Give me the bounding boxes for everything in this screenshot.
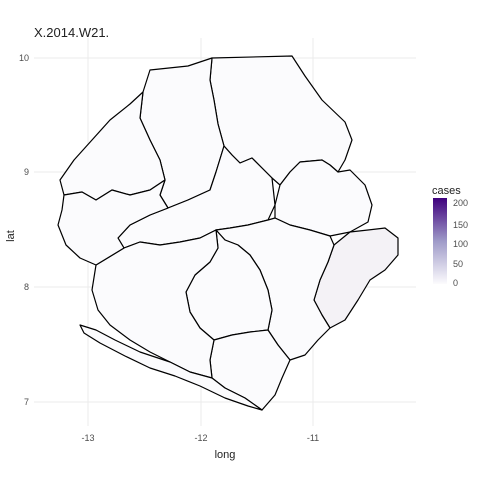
legend-tick-label: 50 [453, 259, 463, 269]
x-tick-label: -12 [194, 433, 207, 443]
x-tick-label: -11 [307, 433, 319, 443]
plot-title: X.2014.W21. [34, 25, 109, 40]
x-axis-label: long [215, 449, 236, 461]
y-axis-label: lat [5, 230, 17, 242]
legend: cases 200 150 100 50 0 [432, 185, 468, 288]
y-tick-label: 10 [19, 53, 29, 63]
legend-tick-label: 0 [453, 278, 458, 288]
district-west-coast [57, 179, 169, 266]
y-axis: 10 9 8 7 lat [5, 53, 29, 407]
y-tick-label: 7 [24, 397, 29, 407]
y-tick-label: 9 [24, 167, 29, 177]
legend-tick-label: 150 [453, 220, 468, 230]
legend-colorbar [433, 198, 447, 284]
y-tick-label: 8 [24, 282, 29, 292]
districts [57, 55, 399, 411]
x-tick-label: -13 [81, 433, 94, 443]
x-axis: -13 -12 -11 long [81, 433, 319, 461]
district-south-coast [91, 229, 219, 379]
legend-tick-label: 200 [453, 198, 468, 208]
coastal-strip [79, 324, 263, 411]
legend-tick-label: 100 [453, 239, 468, 249]
legend-title: cases [432, 185, 461, 197]
